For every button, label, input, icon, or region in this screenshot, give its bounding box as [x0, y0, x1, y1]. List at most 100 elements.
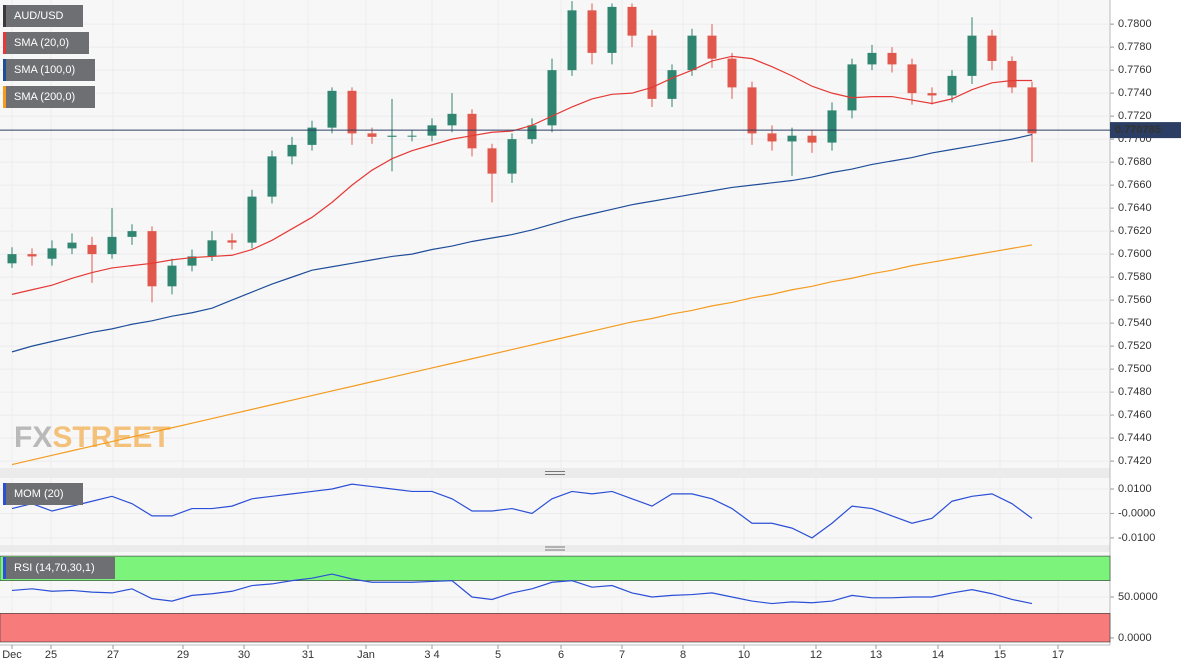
indicator-line: [11, 573, 1033, 605]
candle-body: [87, 244, 97, 255]
candle-body: [267, 156, 277, 197]
y-tick-label: 0.7660: [1118, 179, 1152, 191]
watermark-part: FX: [14, 421, 52, 454]
x-tick-label: 30: [238, 649, 250, 661]
candle-body: [747, 87, 757, 134]
candle-body: [447, 113, 457, 126]
legend-swatch: [3, 86, 6, 108]
candle-body: [107, 236, 117, 255]
candle-body: [487, 148, 497, 174]
candle-body: [327, 90, 337, 128]
candle-body: [247, 196, 257, 243]
y-tick-label: 0.7460: [1118, 409, 1152, 421]
candle-body: [547, 70, 557, 126]
price-tag: [1110, 122, 1181, 139]
x-tick-label: 8: [680, 649, 686, 661]
x-tick-label: 12: [810, 649, 822, 661]
y-tick-label: -0.0100: [1118, 532, 1155, 544]
legend-label: RSI (14,70,30,1): [14, 562, 95, 574]
legend-label: SMA (100,0): [14, 64, 75, 76]
x-tick-label: 15: [994, 649, 1006, 661]
candle-body: [627, 6, 637, 36]
candle-body: [687, 35, 697, 71]
candle-body: [827, 110, 837, 143]
candle-body: [67, 242, 77, 249]
candle-body: [807, 135, 817, 143]
candle-body: [367, 133, 377, 137]
candle-body: [587, 10, 597, 53]
x-tick-label: 13: [870, 649, 882, 661]
candle-body: [307, 127, 317, 145]
candle-body: [907, 64, 917, 94]
indicator-line: [11, 483, 1033, 539]
y-tick-label: 0.7600: [1118, 248, 1152, 260]
x-tick-label: 6: [558, 649, 564, 661]
legend-label: SMA (200,0): [14, 91, 75, 103]
candle-body: [7, 254, 17, 264]
y-tick-label: 0.7640: [1118, 202, 1152, 214]
x-tick-label: 31: [302, 649, 314, 661]
y-tick-label: 0.7580: [1118, 271, 1152, 283]
y-tick-label: 0.7760: [1118, 64, 1152, 76]
x-tick-label: 14: [932, 649, 944, 661]
oversold-band: [0, 613, 1111, 643]
candle-body: [667, 70, 677, 99]
candle-body: [167, 265, 177, 287]
candle-body: [47, 248, 57, 259]
legend-swatch: [3, 32, 6, 54]
legend-box: [3, 59, 95, 81]
legend-swatch: [3, 483, 6, 505]
y-tick-label: 0.0100: [1118, 483, 1152, 495]
y-tick-label: 0.7800: [1118, 18, 1152, 30]
y-tick-label: 50.0000: [1118, 591, 1158, 603]
panel-separator[interactable]: [0, 545, 1110, 552]
y-tick-label: 0.7680: [1118, 156, 1152, 168]
candle-body: [967, 35, 977, 76]
y-tick-label: 0.7540: [1118, 317, 1152, 329]
indicator-line: [11, 244, 1033, 466]
candle-body: [527, 125, 537, 140]
candle-body: [987, 35, 997, 61]
panel-separator[interactable]: [0, 468, 1110, 478]
y-tick-label: 0.7740: [1118, 87, 1152, 99]
candle-body: [767, 133, 777, 142]
candle-body: [347, 90, 357, 134]
candle-body: [127, 231, 137, 237]
x-tick-label: 29: [177, 649, 189, 661]
y-tick-label: 0.7440: [1118, 432, 1152, 444]
candle-body: [567, 10, 577, 71]
candle-body: [1007, 60, 1017, 88]
candle-body: [407, 135, 417, 137]
legend-box: [3, 483, 83, 505]
legend-label: SMA (20,0): [14, 37, 69, 49]
candle-body: [227, 240, 237, 243]
indicator-line: [11, 55, 1032, 295]
legend-box: [3, 557, 115, 579]
y-tick-label: 0.7480: [1118, 386, 1152, 398]
x-tick-label: 25: [45, 649, 57, 661]
legend-box: [3, 5, 83, 27]
x-tick-label: 10: [738, 649, 750, 661]
candle-body: [287, 144, 297, 157]
candle-body: [847, 64, 857, 111]
candle-body: [207, 240, 217, 257]
candle-body: [947, 75, 957, 96]
candle-body: [1027, 87, 1037, 134]
candle-body: [867, 52, 877, 65]
y-tick-label: 0.7720: [1118, 110, 1152, 122]
x-tick-label: 7: [619, 649, 625, 661]
y-tick-label: 0.7780: [1118, 41, 1152, 53]
y-tick-label: 0.7620: [1118, 225, 1152, 237]
candle-body: [187, 256, 197, 266]
candle-body: [147, 231, 157, 287]
candle-body: [707, 35, 717, 59]
y-tick-label: 0.7520: [1118, 340, 1152, 352]
x-tick-label: 27: [107, 649, 119, 661]
candle-body: [387, 135, 397, 137]
y-tick-label: 0.7560: [1118, 294, 1152, 306]
candle-body: [507, 139, 517, 174]
candle-body: [887, 52, 897, 65]
watermark-part: STREET: [52, 421, 170, 454]
legend-label: AUD/USD: [14, 10, 64, 22]
legend-box: [3, 32, 89, 54]
